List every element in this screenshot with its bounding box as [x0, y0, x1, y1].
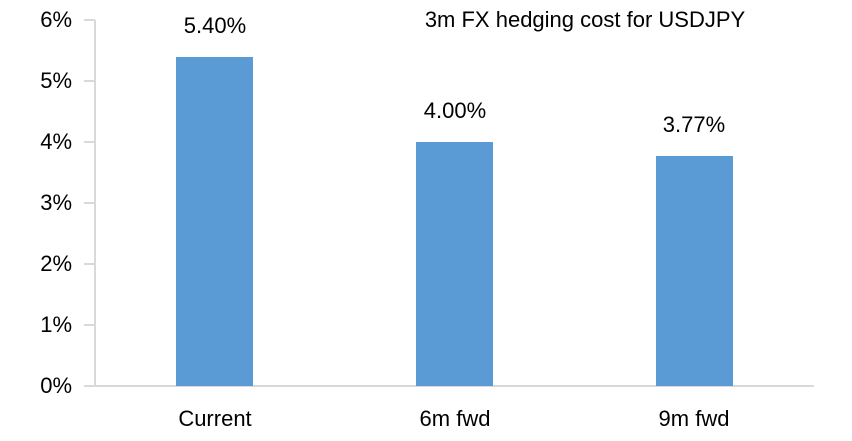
y-axis-tick [84, 263, 95, 265]
y-axis-tick-label: 2% [40, 251, 72, 276]
y-axis-line [94, 20, 96, 387]
y-axis-tick-label: 3% [40, 190, 72, 215]
y-axis-tick [84, 19, 95, 21]
bar [416, 142, 493, 386]
x-axis-category-label: 6m fwd [419, 406, 491, 431]
y-axis-tick [84, 141, 95, 143]
y-axis-tick-label: 6% [40, 7, 72, 32]
y-axis-tick-label: 1% [40, 312, 72, 337]
bar [176, 57, 253, 386]
x-axis-category-label: 9m fwd [658, 406, 730, 431]
x-axis-category-label: Current [178, 406, 252, 431]
bar [656, 156, 733, 386]
x-axis-line [84, 385, 814, 387]
y-axis-tick [84, 80, 95, 82]
bar-value-label: 4.00% [423, 98, 487, 123]
y-axis-tick [84, 324, 95, 326]
chart-title: 3m FX hedging cost for USDJPY [424, 7, 746, 32]
y-axis-tick-label: 0% [40, 373, 72, 398]
bar-value-label: 5.40% [183, 13, 247, 38]
y-axis-tick [84, 202, 95, 204]
y-axis-tick-label: 4% [40, 129, 72, 154]
bar-value-label: 3.77% [662, 112, 726, 137]
y-axis-tick-label: 5% [40, 68, 72, 93]
